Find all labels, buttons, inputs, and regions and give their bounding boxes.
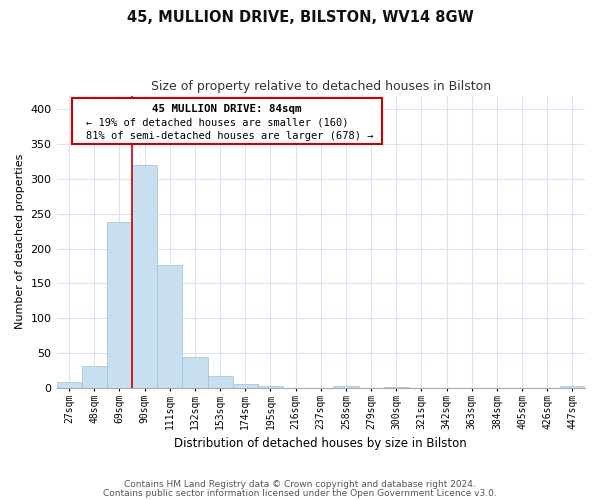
Bar [560,386,585,388]
Text: Contains public sector information licensed under the Open Government Licence v3: Contains public sector information licen… [103,489,497,498]
Bar [258,386,283,388]
Bar [157,266,182,388]
Bar [383,387,409,388]
FancyBboxPatch shape [73,98,382,144]
Text: 81% of semi-detached houses are larger (678) →: 81% of semi-detached houses are larger (… [86,130,373,140]
X-axis label: Distribution of detached houses by size in Bilston: Distribution of detached houses by size … [175,437,467,450]
Text: 45, MULLION DRIVE, BILSTON, WV14 8GW: 45, MULLION DRIVE, BILSTON, WV14 8GW [127,10,473,25]
Y-axis label: Number of detached properties: Number of detached properties [15,154,25,330]
Bar [82,366,107,388]
Text: ← 19% of detached houses are smaller (160): ← 19% of detached houses are smaller (16… [86,118,348,128]
Bar [132,165,157,388]
Bar [208,376,233,388]
Bar [233,384,258,388]
Title: Size of property relative to detached houses in Bilston: Size of property relative to detached ho… [151,80,491,93]
Bar [56,382,82,388]
Bar [334,386,359,388]
Bar [182,356,208,388]
Text: Contains HM Land Registry data © Crown copyright and database right 2024.: Contains HM Land Registry data © Crown c… [124,480,476,489]
Bar [107,222,132,388]
Text: 45 MULLION DRIVE: 84sqm: 45 MULLION DRIVE: 84sqm [152,104,302,114]
